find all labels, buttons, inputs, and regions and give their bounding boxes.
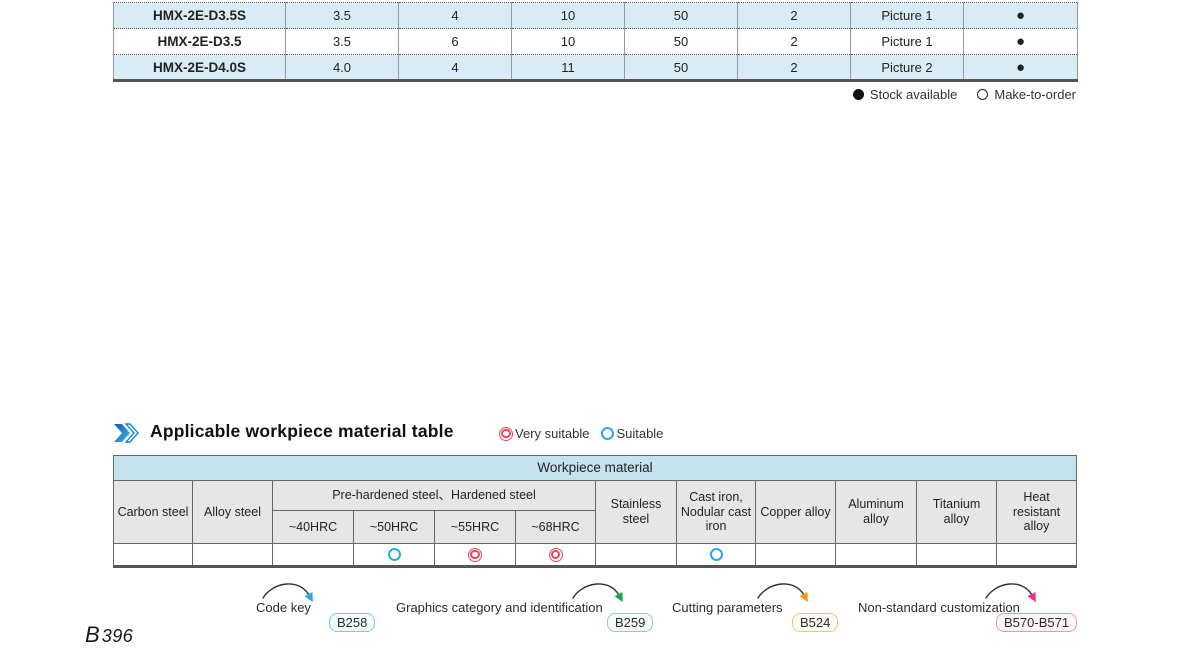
stock-available-label: Stock available <box>869 87 958 102</box>
col-header-alloy-steel: Alloy steel <box>192 480 273 544</box>
suitable-mark <box>387 548 401 562</box>
page-ref-b524[interactable]: B524 <box>792 613 839 632</box>
col-header-carbon-steel: Carbon steel <box>113 480 193 544</box>
value-cell: 50 <box>624 54 738 81</box>
very-suitable-label: Very suitable <box>515 426 590 441</box>
model-cell: HMX-2E-D3.5 <box>113 28 286 55</box>
section-title: Applicable workpiece material table <box>150 421 454 441</box>
band-header: Workpiece material <box>112 455 1078 481</box>
stock-legend: Stock available Make-to-order <box>760 87 1076 102</box>
cutting-parameters-label: Cutting parameters <box>672 600 783 615</box>
suitability-row <box>113 543 1078 567</box>
mark-cell-carbon <box>113 543 193 567</box>
col-header-55hrc: ~55HRC <box>434 510 516 544</box>
page-number-prefix: B <box>85 622 100 647</box>
very-suitable-mark <box>548 547 563 562</box>
mark-cell-copper <box>755 543 836 567</box>
make-to-order-label: Make-to-order <box>994 87 1076 102</box>
value-cell: 6 <box>398 28 512 55</box>
make-to-order-legend: Make-to-order <box>977 87 1076 102</box>
suitability-legend: Very suitable Suitable <box>499 426 663 441</box>
model-cell: HMX-2E-D4.0S <box>113 54 286 81</box>
suitable-label: Suitable <box>616 426 664 441</box>
value-cell: 4 <box>398 54 512 81</box>
stock-dot: ● <box>963 2 1078 29</box>
product-table: HMX-2E-D3.5S 3.5 4 10 50 2 Picture 1 ● H… <box>113 2 1078 82</box>
col-header-40hrc: ~40HRC <box>272 510 354 544</box>
page-ref-b258[interactable]: B258 <box>329 613 376 632</box>
value-cell: 50 <box>624 2 738 29</box>
code-key-label: Code key <box>256 600 311 615</box>
table-row: HMX-2E-D4.0S 4.0 4 11 50 2 Picture 2 ● <box>113 54 1078 81</box>
value-cell: 4 <box>398 2 512 29</box>
mark-cell-heat <box>995 543 1078 567</box>
double-chevron-icon <box>114 423 139 443</box>
value-cell: 3.5 <box>285 2 399 29</box>
page-number: B 396 <box>85 622 133 648</box>
arrow-to-b524 <box>757 583 808 603</box>
value-cell: 10 <box>511 2 625 29</box>
page-ref-b570-b571[interactable]: B570-B571 <box>996 613 1078 632</box>
model-cell: HMX-2E-D3.5S <box>113 2 286 29</box>
suitable-mark <box>709 548 723 562</box>
mark-cell-55hrc <box>434 543 516 567</box>
col-header-aluminum-alloy: Aluminum alloy <box>835 480 917 544</box>
stock-dot: ● <box>963 54 1078 81</box>
mark-cell-stainless <box>595 543 677 567</box>
col-header-stainless-steel: Stainless steel <box>595 480 677 544</box>
col-header-50hrc: ~50HRC <box>353 510 435 544</box>
graphics-category-label: Graphics category and identification <box>396 600 603 615</box>
col-header-cast-iron: Cast iron, Nodular cast iron <box>676 480 756 544</box>
value-cell: 3.5 <box>285 28 399 55</box>
col-header-68hrc: ~68HRC <box>515 510 596 544</box>
value-cell: 2 <box>737 54 851 81</box>
page-ref-b259[interactable]: B259 <box>607 613 654 632</box>
workpiece-material-table: Workpiece material Carbon steel Alloy st… <box>112 455 1078 568</box>
table-row: HMX-2E-D3.5 3.5 6 10 50 2 Picture 1 ● <box>113 28 1078 55</box>
page-number-value: 396 <box>101 626 134 646</box>
col-header-titanium-alloy: Titanium alloy <box>916 480 997 544</box>
mark-cell-cast-iron <box>676 543 756 567</box>
stock-dot: ● <box>963 28 1078 55</box>
open-circle-icon <box>977 89 989 100</box>
arrow-to-b258 <box>262 583 313 603</box>
mark-cell-titanium <box>916 543 997 567</box>
value-cell: 10 <box>511 28 625 55</box>
suitable-legend: Suitable <box>601 426 663 441</box>
mark-cell-68hrc <box>515 543 596 567</box>
filled-circle-icon <box>852 89 864 100</box>
arrow-to-b570-b571 <box>985 583 1036 603</box>
mark-cell-50hrc <box>353 543 435 567</box>
col-header-prehardened-group: Pre-hardened steel、Hardened steel <box>272 480 596 511</box>
value-cell: 2 <box>737 28 851 55</box>
value-cell: 50 <box>624 28 738 55</box>
picture-cell: Picture 2 <box>850 54 964 81</box>
value-cell: 4.0 <box>285 54 399 81</box>
col-header-copper-alloy: Copper alloy <box>755 480 836 544</box>
mark-cell-aluminum <box>835 543 917 567</box>
mark-cell-alloy <box>192 543 273 567</box>
very-suitable-icon <box>499 426 513 441</box>
value-cell: 2 <box>737 2 851 29</box>
arrow-to-b259 <box>572 583 623 603</box>
col-header-heat-resistant-alloy: Heat resistant alloy <box>995 480 1078 544</box>
very-suitable-mark <box>468 547 482 562</box>
very-suitable-legend: Very suitable <box>499 426 589 441</box>
non-standard-customization-label: Non-standard customization <box>858 600 1020 615</box>
suitable-icon <box>601 427 615 440</box>
stock-available-legend: Stock available <box>852 87 958 102</box>
value-cell: 11 <box>511 54 625 81</box>
picture-cell: Picture 1 <box>850 2 964 29</box>
table-row: HMX-2E-D3.5S 3.5 4 10 50 2 Picture 1 ● <box>113 2 1078 29</box>
mark-cell-40hrc <box>272 543 354 567</box>
picture-cell: Picture 1 <box>850 28 964 55</box>
